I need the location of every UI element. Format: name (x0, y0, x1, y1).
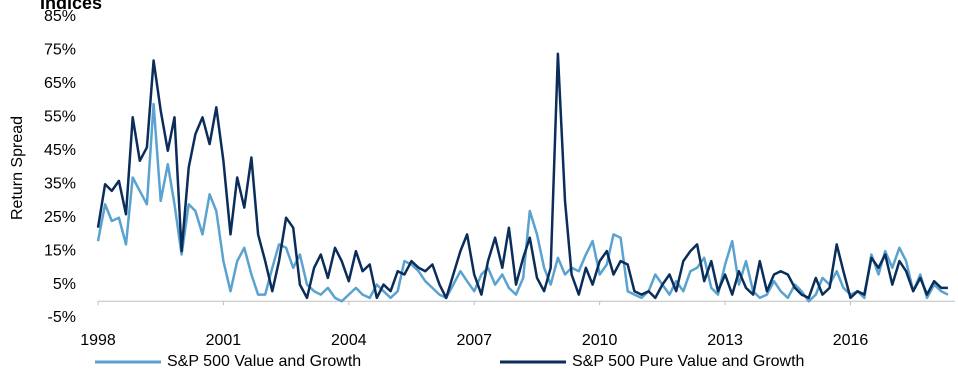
y-tick-label: 25% (44, 209, 76, 226)
y-tick-label: -5% (48, 309, 76, 326)
x-tick-label: 2001 (206, 332, 242, 349)
data-line (96, 102, 949, 303)
legend-label: S&P 500 Pure Value and Growth (572, 353, 804, 370)
x-tick-label: 2013 (707, 332, 743, 349)
y-tick-label: 15% (44, 242, 76, 259)
y-tick-label: 45% (44, 142, 76, 159)
y-tick-label: 75% (44, 42, 76, 59)
chart-title: Indices (40, 0, 102, 13)
y-tick-label: 55% (44, 109, 76, 126)
x-tick-label: 2004 (331, 332, 367, 349)
y-axis-label: Return Spread (9, 116, 26, 220)
x-tick-label: 1998 (80, 332, 116, 349)
y-tick-label: 5% (53, 276, 76, 293)
y-tick-label: 35% (44, 175, 76, 192)
legend-label: S&P 500 Value and Growth (167, 353, 361, 370)
y-tick-label: 65% (44, 75, 76, 92)
data-line (96, 52, 948, 300)
x-tick-label: 2010 (582, 332, 618, 349)
x-tick-label: 2016 (833, 332, 869, 349)
y-tick-label: 85% (44, 8, 76, 25)
x-tick-label: 2007 (456, 332, 492, 349)
